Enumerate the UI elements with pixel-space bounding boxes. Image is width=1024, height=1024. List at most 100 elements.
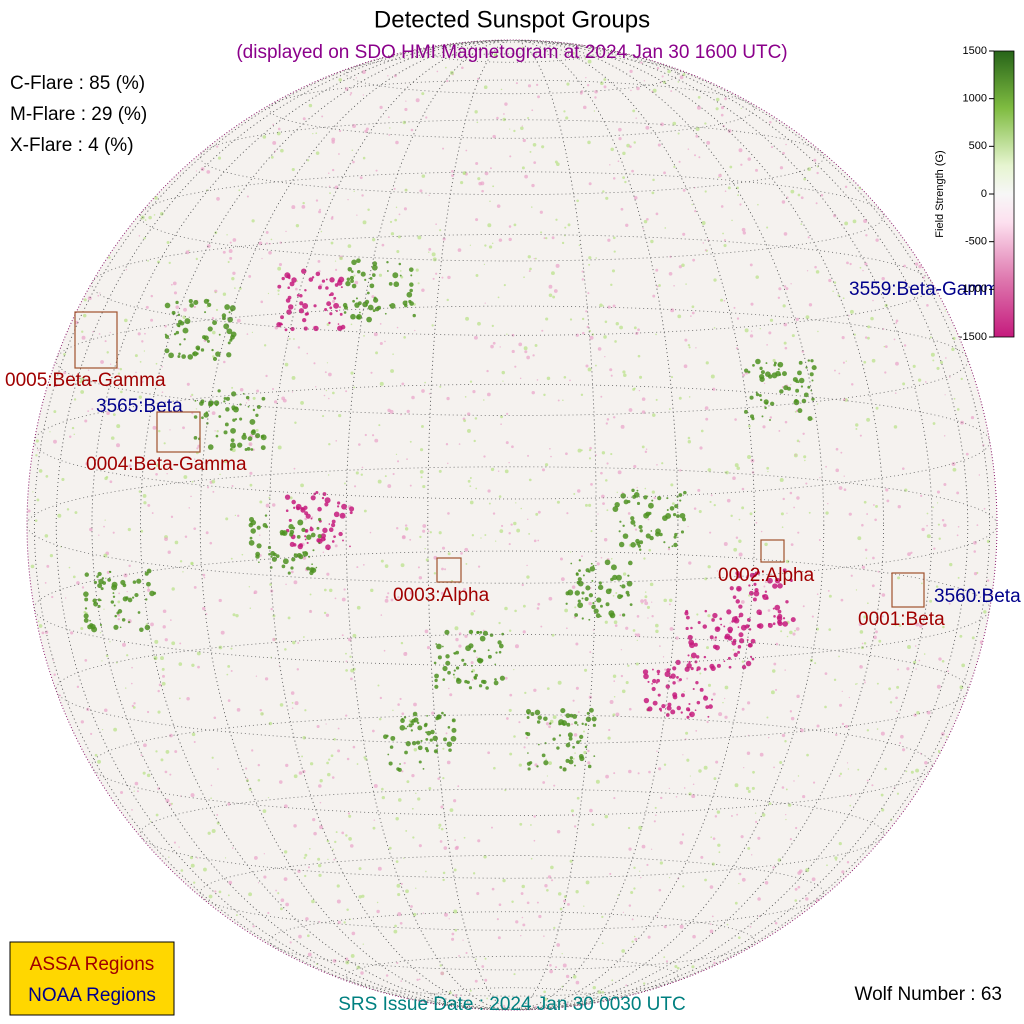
speckle [751, 330, 753, 332]
speckle [864, 548, 868, 552]
meridian [199, 40, 825, 1010]
speckle [767, 736, 770, 739]
field-patch [422, 767, 425, 770]
speckle [414, 329, 416, 332]
speckle [444, 66, 447, 69]
speckle [425, 116, 428, 119]
speckle [536, 379, 539, 381]
speckle [551, 236, 555, 240]
speckle [302, 117, 306, 121]
field-patch [355, 297, 358, 300]
speckle [343, 921, 346, 924]
speckle [295, 287, 298, 291]
field-patch [748, 628, 752, 631]
speckle [226, 234, 228, 236]
legend-box [9, 941, 175, 1016]
speckle [858, 622, 863, 627]
parallel [269, 911, 755, 971]
speckle [251, 749, 254, 752]
speckle [109, 331, 111, 334]
speckle [191, 393, 194, 396]
speckle [377, 479, 382, 484]
field-patch [645, 533, 651, 539]
speckle [548, 596, 553, 601]
speckle [662, 80, 666, 84]
speckle [256, 389, 260, 393]
speckle [656, 67, 660, 70]
speckle [778, 287, 782, 291]
speckle [644, 601, 649, 606]
speckle [157, 260, 161, 264]
speckle [170, 619, 172, 621]
speckle [524, 350, 528, 354]
speckle [699, 672, 702, 675]
speckle [524, 174, 528, 179]
speckle [814, 662, 817, 665]
field-patch [349, 511, 353, 515]
field-patch [320, 533, 326, 539]
coordinate-grid [27, 40, 997, 1010]
speckle [352, 667, 356, 671]
speckle [603, 335, 607, 339]
field-patch [336, 505, 340, 508]
field-patch [485, 686, 489, 690]
speckle [293, 338, 295, 340]
speckle [687, 343, 691, 347]
title: Detected Sunspot Groups [374, 6, 650, 33]
speckle [422, 524, 427, 528]
speckle [636, 615, 640, 618]
field-patch [310, 517, 313, 520]
field-patch [284, 328, 288, 332]
speckle [747, 701, 751, 705]
speckle [654, 814, 657, 817]
speckle [864, 680, 866, 682]
speckle [948, 602, 951, 605]
wolf-number: Wolf Number : 63 [855, 984, 1002, 1005]
speckle [615, 712, 620, 717]
field-patch [316, 526, 320, 530]
field-patch [399, 763, 401, 765]
speckle [482, 629, 485, 632]
flare-probability: X-Flare : 4 (%) [10, 135, 134, 156]
speckle [319, 801, 322, 804]
field-patch [597, 584, 604, 591]
field-patch [324, 308, 328, 312]
speckle [926, 512, 929, 515]
field-patch [750, 414, 755, 419]
speckle [855, 427, 858, 430]
speckle [109, 480, 113, 484]
speckle [943, 483, 947, 487]
speckle [919, 624, 923, 628]
field-patch [627, 499, 631, 504]
speckle [818, 539, 821, 542]
field-patch [349, 506, 355, 512]
speckle [886, 499, 890, 503]
field-patch [102, 581, 107, 585]
speckle [713, 504, 716, 507]
field-patch [295, 503, 302, 510]
field-patch [446, 741, 453, 747]
field-patch [761, 415, 764, 418]
speckle [252, 396, 256, 400]
field-patch [291, 557, 296, 562]
speckle [356, 763, 359, 765]
speckle [235, 914, 238, 916]
parallel [345, 955, 679, 997]
speckle [581, 555, 583, 558]
field-patch [255, 551, 261, 557]
speckle [539, 210, 543, 214]
field-patch [463, 662, 467, 666]
speckle [484, 957, 487, 960]
speckle [866, 417, 871, 422]
speckle [973, 541, 977, 545]
speckle [613, 680, 616, 682]
speckle [612, 236, 616, 240]
speckle [486, 392, 491, 397]
speckle [319, 779, 323, 783]
speckle [808, 303, 813, 307]
speckle [333, 858, 336, 861]
speckle [615, 592, 618, 595]
speckle [677, 314, 682, 319]
speckle [585, 364, 589, 368]
